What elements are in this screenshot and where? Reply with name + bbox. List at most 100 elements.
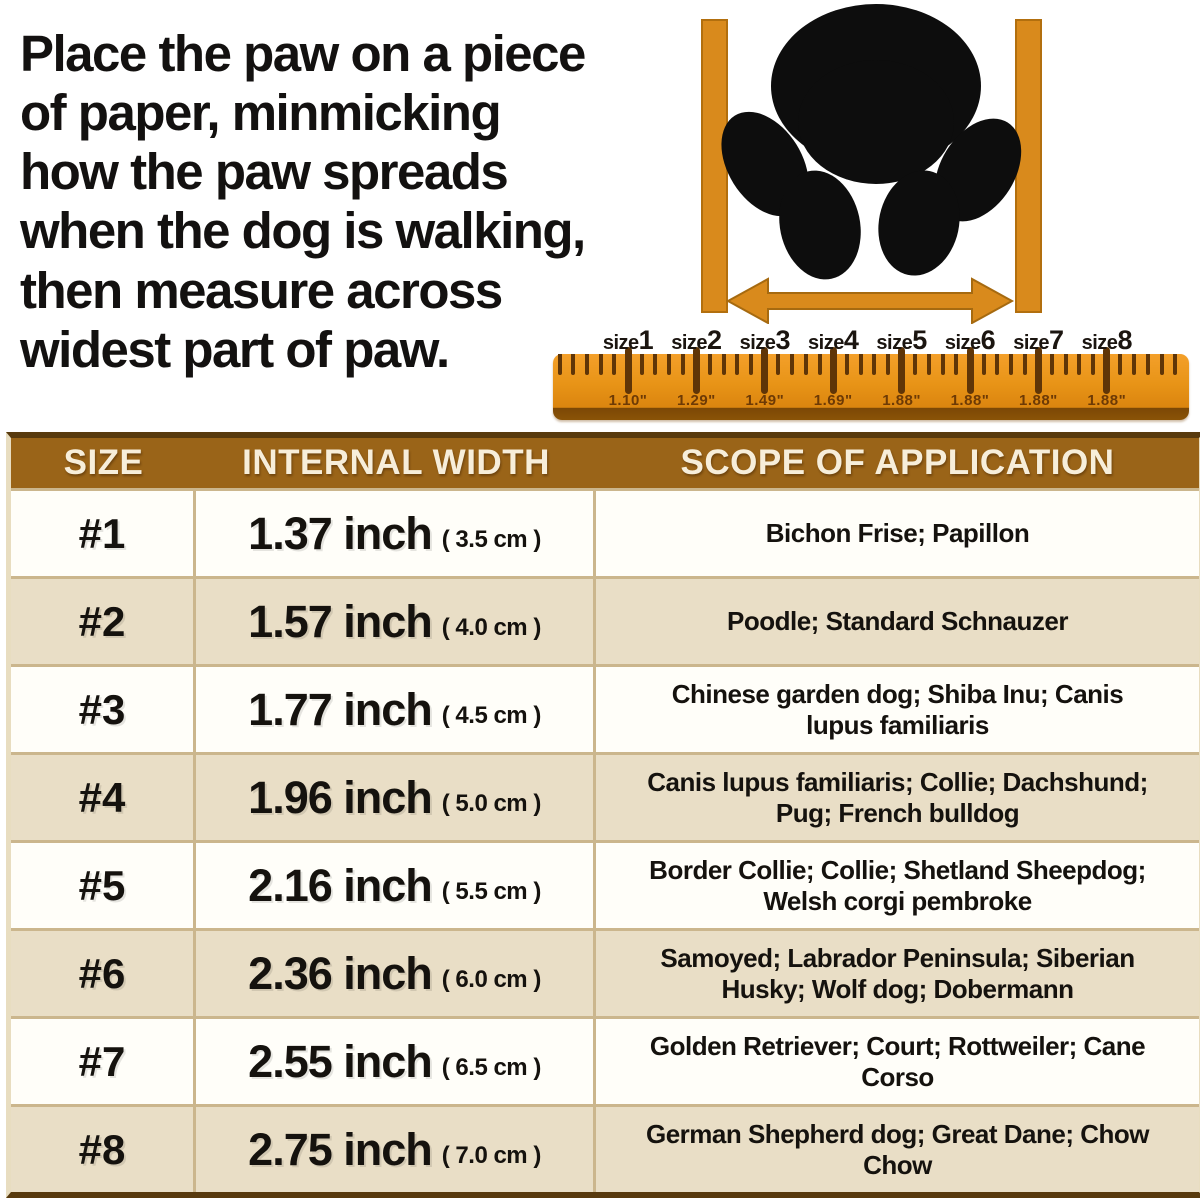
col-header-internal-width: INTERNAL WIDTH <box>242 443 550 482</box>
width-arrow-icon <box>725 277 1015 324</box>
ruler-minor-tick <box>995 354 1000 375</box>
ruler-measure-label: 1.88" <box>1018 392 1058 409</box>
ruler-major-tick <box>1103 347 1111 394</box>
col-header-scope: SCOPE OF APPLICATION <box>680 443 1115 482</box>
ruler-minor-tick <box>872 354 877 375</box>
ruler-minor-tick <box>653 354 658 375</box>
paw-measurement-diagram <box>701 4 1042 324</box>
ruler-minor-tick <box>571 354 576 375</box>
ruler-minor-tick <box>885 354 890 375</box>
ruler-measure-label: 1.88" <box>882 392 921 409</box>
ruler-minor-tick <box>1077 354 1082 375</box>
cell-internal-width: 2.36 inch ( 6.0 cm ) <box>196 931 596 1016</box>
width-inch-value: 2.55 inch <box>248 1035 433 1087</box>
table-row: #4 1.96 inch ( 5.0 cm ) Canis lupus familia… <box>11 752 1199 840</box>
table-body: #1 1.37 inch ( 3.5 cm ) Bichon Frise; Papil… <box>11 488 1199 1192</box>
ruler-minor-tick <box>1091 354 1096 375</box>
ruler-minor-tick <box>817 354 822 375</box>
ruler-size-label: size4 <box>808 325 859 355</box>
cell-internal-width: 1.57 inch ( 4.0 cm ) <box>196 579 596 664</box>
ruler-size-label: size3 <box>739 325 791 355</box>
ruler-size-label: size5 <box>876 325 927 355</box>
ruler-minor-tick <box>584 354 589 375</box>
ruler-measure-label: 1.49" <box>745 392 785 409</box>
cell-size: #3 <box>11 667 196 752</box>
cell-scope: Border Collie; Collie; Shetland Sheepdog… <box>649 854 1146 916</box>
cell-size: #2 <box>11 579 196 664</box>
table-row: #2 1.57 inch ( 4.0 cm ) Poodle; Standard Sc… <box>11 576 1199 664</box>
cell-size: #5 <box>11 843 196 928</box>
col-header-size: SIZE <box>63 443 144 482</box>
cell-scope: Bichon Frise; Papillon <box>765 518 1030 549</box>
cell-size: #1 <box>11 491 196 576</box>
table-row: #1 1.37 inch ( 3.5 cm ) Bichon Frise; Papil… <box>11 488 1199 576</box>
ruler-minor-tick <box>1132 354 1137 375</box>
width-inch-value: 2.16 inch <box>248 859 433 911</box>
ruler-measure-label: 1.29" <box>676 392 716 409</box>
ruler-measure-label: 1.10" <box>608 392 648 409</box>
cell-scope: Poodle; Standard Schnauzer <box>727 606 1068 637</box>
table-row: #8 2.75 inch ( 7.0 cm ) German Shepherd dog… <box>11 1104 1199 1192</box>
ruler-minor-tick <box>639 354 644 375</box>
ruler-minor-tick <box>721 354 726 375</box>
cell-internal-width: 1.77 inch ( 4.5 cm ) <box>196 667 596 752</box>
width-cm-value: ( 6.0 cm ) <box>441 965 542 993</box>
ruler-minor-tick <box>1173 354 1178 375</box>
cell-size: #7 <box>11 1019 196 1104</box>
ruler-minor-tick <box>1063 354 1068 375</box>
ruler-major-tick <box>1034 347 1042 394</box>
ruler-minor-tick <box>926 354 931 375</box>
instruction-text: Place the paw on a piece of paper, minmi… <box>20 25 586 378</box>
ruler-minor-tick <box>1022 354 1027 375</box>
ruler-size-label: size1 <box>602 325 654 355</box>
ruler-major-tick <box>692 347 700 394</box>
ruler-minor-tick <box>667 354 672 375</box>
ruler-minor-tick <box>598 354 603 375</box>
table-header-row: SIZE INTERNAL WIDTH SCOPE OF APPLICATION <box>11 438 1199 488</box>
ruler-size-label: size2 <box>671 325 722 355</box>
width-inch-value: 1.37 inch <box>248 507 433 559</box>
width-inch-value: 1.57 inch <box>248 595 433 647</box>
width-inch-value: 1.77 inch <box>248 683 433 735</box>
size-table: SIZE INTERNAL WIDTH SCOPE OF APPLICATION… <box>6 432 1200 1198</box>
ruler-size-label: size8 <box>1081 325 1133 355</box>
ruler-major-tick <box>829 347 837 394</box>
ruler-minor-tick <box>844 354 849 375</box>
cell-internal-width: 2.55 inch ( 6.5 cm ) <box>196 1019 596 1104</box>
width-inch-value: 2.36 inch <box>248 947 433 999</box>
cell-internal-width: 2.75 inch ( 7.0 cm ) <box>196 1107 596 1192</box>
right-caliper-bar <box>1015 19 1042 313</box>
ruler-minor-tick <box>858 354 863 375</box>
ruler-minor-tick <box>612 354 617 375</box>
width-inch-value: 1.96 inch <box>248 771 433 823</box>
ruler-minor-tick <box>981 354 986 375</box>
cell-scope: Samoyed; Labrador Peninsula; Siberian Hu… <box>660 942 1135 1004</box>
ruler-body: 1.10" 1.29" 1.49" 1.69" 1.88" 1.88" 1.88" 1.88" <box>553 347 1189 420</box>
cell-size: #8 <box>11 1107 196 1192</box>
cell-scope: Chinese garden dog; Shiba Inu; Canis lup… <box>671 678 1124 740</box>
ruler-minor-tick <box>708 354 713 375</box>
ruler-size-label: size7 <box>1013 325 1064 355</box>
cell-internal-width: 1.37 inch ( 3.5 cm ) <box>196 491 596 576</box>
width-cm-value: ( 5.0 cm ) <box>441 789 542 817</box>
ruler-minor-tick <box>803 354 808 375</box>
ruler: 1.10" 1.29" 1.49" 1.69" 1.88" 1.88" 1.88" 1.88"… <box>553 325 1189 425</box>
table-row: #5 2.16 inch ( 5.5 cm ) Border Collie; Coll… <box>11 840 1199 928</box>
ruler-minor-tick <box>557 354 562 375</box>
ruler-major-tick <box>624 347 632 394</box>
ruler-minor-tick <box>1159 354 1164 375</box>
table-row: #3 1.77 inch ( 4.5 cm ) Chinese garden dog;… <box>11 664 1199 752</box>
cell-scope: Golden Retriever; Court; Rottweiler; Can… <box>649 1030 1146 1092</box>
cell-scope: German Shepherd dog; Great Dane; Chow Ch… <box>645 1118 1150 1180</box>
width-cm-value: ( 6.5 cm ) <box>441 1053 542 1081</box>
ruler-minor-tick <box>790 354 795 375</box>
left-caliper-bar <box>701 19 728 313</box>
ruler-measure-label: 1.88" <box>1087 392 1127 409</box>
cell-size: #4 <box>11 755 196 840</box>
ruler-minor-tick <box>1145 354 1150 375</box>
ruler-minor-tick <box>940 354 945 375</box>
width-cm-value: ( 7.0 cm ) <box>441 1141 542 1169</box>
width-inch-value: 2.75 inch <box>248 1123 433 1175</box>
cell-internal-width: 1.96 inch ( 5.0 cm ) <box>196 755 596 840</box>
ruler-major-tick <box>761 347 769 394</box>
